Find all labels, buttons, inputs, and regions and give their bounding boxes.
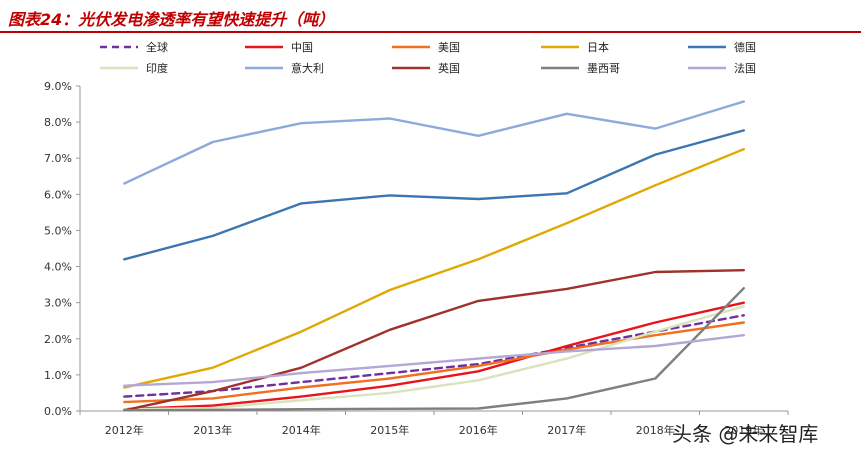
watermark: 头条 @未来智库 [672, 418, 818, 447]
legend-label: 日本 [587, 40, 609, 54]
x-tick-label: 2019年 [724, 423, 763, 437]
watermark-text: 头条 @未来智库 [672, 422, 819, 446]
y-axis: 0.0% 1.0% 2.0% 3.0% 4.0% 5.0% 6.0% 7.0% 8.0% 9.0% [44, 80, 81, 418]
legend-label: 全球 [146, 40, 168, 54]
legend-label: 英国 [438, 61, 460, 75]
series-line [123, 269, 745, 412]
title-divider [0, 31, 861, 33]
x-tick-label: 2014年 [282, 423, 321, 437]
series-line [123, 301, 745, 411]
x-tick-label: 2012年 [105, 423, 144, 437]
legend-label: 墨西哥 [587, 62, 620, 75]
chart-title: 图表24：光伏发电渗透率有望快速提升（吨） [8, 10, 335, 29]
y-tick-label: 2.0% [44, 333, 72, 346]
y-tick-label: 4.0% [44, 261, 72, 274]
legend-label: 中国 [291, 41, 313, 54]
y-tick-label: 7.0% [44, 152, 72, 165]
y-tick-label: 6.0% [44, 188, 72, 201]
series-line [123, 147, 745, 389]
y-tick-label: 5.0% [44, 224, 72, 237]
series-line [123, 305, 745, 411]
y-tick-label: 0.0% [44, 405, 72, 418]
legend-label: 法国 [734, 61, 756, 75]
y-tick-label: 8.0% [44, 116, 72, 129]
x-tick-label: 2016年 [459, 423, 498, 437]
legend-label: 美国 [438, 41, 460, 54]
y-tick-label: 9.0% [44, 80, 72, 93]
y-tick-label: 1.0% [44, 369, 72, 382]
series-lines [123, 100, 745, 412]
series-line [123, 100, 745, 185]
legend-label: 意大利 [291, 61, 324, 75]
series-line [123, 321, 745, 404]
x-tick-label: 2015年 [370, 423, 409, 437]
series-line [123, 334, 745, 387]
x-tick-label: 2018年 [636, 423, 675, 437]
legend-label: 德国 [734, 40, 756, 54]
x-tick-label: 2013年 [193, 423, 232, 437]
legend-label: 印度 [146, 61, 168, 75]
series-line [123, 314, 745, 398]
x-tick-label: 2017年 [547, 423, 586, 437]
y-tick-label: 3.0% [44, 297, 72, 310]
series-line [123, 287, 745, 412]
series-line [123, 129, 745, 261]
